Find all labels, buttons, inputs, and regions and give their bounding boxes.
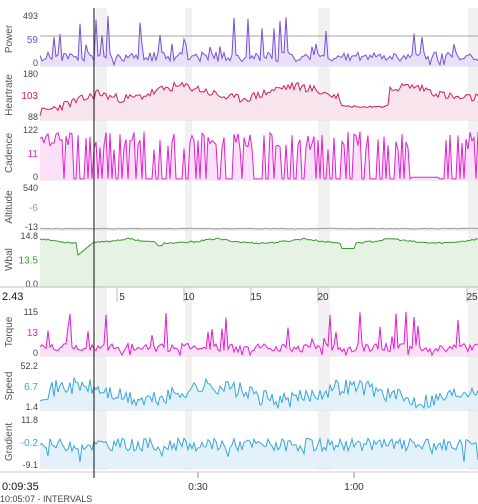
interval-start-value: 2.43	[2, 291, 23, 303]
heartrate-tick-min: 88	[28, 112, 38, 122]
heartrate-series-line[interactable]	[39, 81, 478, 116]
gradient-current-value: -0.2	[21, 438, 39, 449]
cursor-time: 0:09:35	[2, 481, 39, 493]
gradient-series-line[interactable]	[39, 436, 478, 463]
heartrate-area	[40, 82, 478, 120]
interval-label: 10	[183, 292, 195, 303]
cadence-current-value: 11	[28, 149, 39, 160]
speed-tick-min: 1.4	[25, 402, 38, 412]
heartrate-axis-label: Heartrate	[4, 74, 15, 116]
cadence-area	[40, 131, 478, 180]
power-current-value: 59	[27, 35, 39, 46]
cadence-tick-min: 0	[33, 172, 38, 182]
altitude-series-line[interactable]	[39, 227, 478, 230]
torque-current-value: 13	[27, 328, 39, 339]
gradient-tick-min: -9.1	[22, 460, 38, 470]
speed-axis-label: Speed	[4, 372, 15, 401]
interval-label: 5	[119, 292, 125, 303]
speed-area	[40, 378, 478, 410]
altitude-axis-label: Altitude	[4, 190, 15, 224]
wbal-axis-label: Wbal	[4, 248, 15, 271]
interval-label: 20	[317, 292, 329, 303]
cadence-axis-label: Cadence	[4, 133, 15, 173]
wbal-area	[40, 237, 478, 287]
interval-band	[468, 8, 478, 470]
gradient-area	[40, 438, 478, 468]
speed-series-line[interactable]	[39, 376, 478, 410]
power-series-line[interactable]	[39, 15, 478, 67]
wbal-current-value: 13.5	[19, 256, 39, 267]
gradient-axis-label: Gradient	[4, 423, 15, 462]
altitude-tick-min: -13	[25, 222, 38, 232]
interval-label: 25	[466, 292, 478, 303]
interval-band	[185, 8, 192, 470]
altitude-current-value: -6	[29, 203, 38, 214]
cadence-tick-max: 122	[23, 125, 38, 135]
speed-current-value: 6.7	[24, 382, 38, 393]
wbal-tick-min: 0.0	[25, 279, 38, 289]
interval-label: 15	[250, 292, 262, 303]
torque-tick-min: 0	[33, 348, 38, 358]
power-tick-min: 0	[33, 58, 38, 68]
heartrate-current-value: 103	[21, 91, 38, 102]
footer-status: 10:05:07 - INTERVALS	[0, 494, 93, 504]
power-axis-label: Power	[4, 24, 15, 53]
speed-tick-max: 52.2	[20, 361, 38, 371]
time-axis-label: 0:30	[188, 482, 208, 493]
altitude-tick-max: 540	[23, 183, 38, 193]
wbal-tick-max: 14.8	[20, 231, 38, 241]
heartrate-tick-max: 180	[23, 69, 38, 79]
torque-tick-max: 115	[24, 307, 38, 317]
gradient-tick-max: 11.8	[21, 415, 38, 425]
cadence-series-line[interactable]	[39, 131, 478, 180]
interval-band	[96, 8, 107, 470]
time-axis-label: 1:00	[344, 482, 364, 493]
power-tick-max: 493	[23, 11, 38, 21]
torque-series-line[interactable]	[39, 311, 478, 357]
torque-axis-label: Torque	[4, 316, 15, 347]
wbal-series-line[interactable]	[39, 237, 478, 257]
